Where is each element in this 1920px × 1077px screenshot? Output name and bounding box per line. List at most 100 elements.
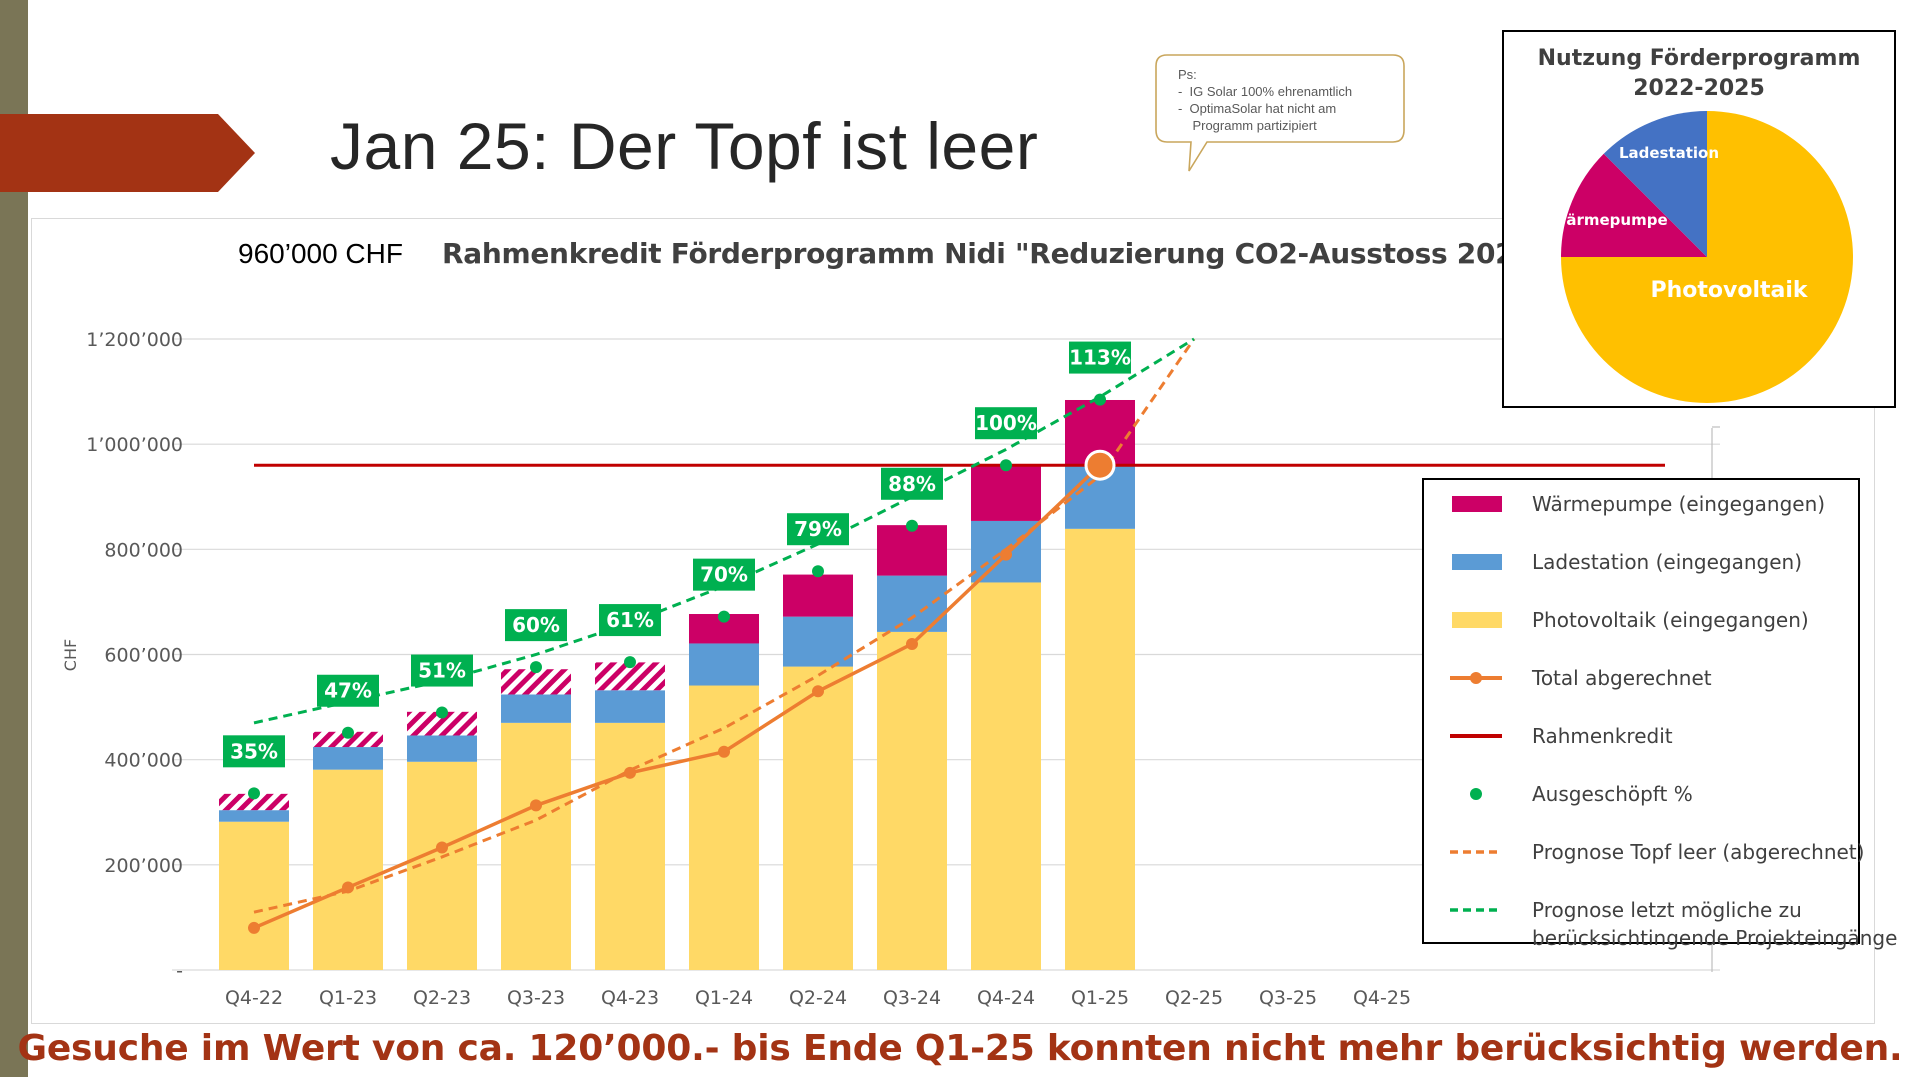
bar-photovoltaik bbox=[689, 685, 759, 970]
total-abgerechnet-marker bbox=[718, 745, 730, 758]
pct-label: 100% bbox=[975, 411, 1037, 435]
legend-swatch bbox=[1452, 496, 1502, 512]
pie-slice bbox=[1603, 111, 1707, 257]
x-tick-label: Q3-25 bbox=[1259, 987, 1317, 1009]
total-abgerechnet-marker bbox=[1000, 548, 1012, 561]
legend-item-prognose-projekteingaenge: Prognose letzt mögliche zu berücksichtin… bbox=[1446, 896, 1897, 950]
ausgeschoepft-dot bbox=[1094, 393, 1106, 406]
pct-label: 47% bbox=[324, 679, 372, 703]
x-tick-label: Q1-25 bbox=[1071, 987, 1129, 1009]
y-tick-label: 1’200’000 bbox=[86, 329, 183, 351]
total-abgerechnet-marker bbox=[530, 799, 542, 812]
y-axis-label: CHF bbox=[61, 639, 80, 671]
chart-legend: Wärmepumpe (eingegangen) Ladestation (ei… bbox=[1422, 478, 1897, 950]
pct-label-box bbox=[317, 674, 379, 707]
bottom-note: Gesuche im Wert von ca. 120’000.- bis En… bbox=[17, 1028, 1903, 1069]
bar-ladestation bbox=[313, 747, 383, 770]
bar-ladestation bbox=[783, 616, 853, 667]
ausgeschoepft-dot bbox=[248, 787, 260, 800]
legend-swatch bbox=[1450, 734, 1502, 738]
bar-waermepumpe bbox=[877, 525, 947, 576]
legend-swatch bbox=[1450, 908, 1502, 912]
note-text: Ps: - IG Solar 100% ehrenamtlich - Optim… bbox=[1178, 66, 1352, 134]
x-tick-label: Q4-25 bbox=[1353, 987, 1411, 1009]
pct-label-box bbox=[599, 604, 661, 637]
x-tick-label: Q4-24 bbox=[977, 987, 1035, 1009]
y-tick-label: 800’000 bbox=[104, 539, 183, 561]
total-abgerechnet-marker bbox=[624, 766, 636, 779]
bar-waermepumpe bbox=[783, 574, 853, 617]
x-tick-label: Q3-24 bbox=[883, 987, 941, 1009]
bar-photovoltaik bbox=[971, 582, 1041, 970]
pie-slice-label: Wärmepumpe bbox=[1550, 211, 1667, 229]
pct-label: 35% bbox=[230, 739, 278, 763]
pct-label-box bbox=[223, 735, 285, 768]
legend-label: Prognose letzt mögliche zu bbox=[1532, 898, 1802, 922]
note-heading: Ps: bbox=[1178, 67, 1197, 82]
x-tick-label: Q2-24 bbox=[789, 987, 847, 1009]
ausgeschoepft-dot bbox=[436, 706, 448, 719]
legend-item-ausgeschoepft: Ausgeschöpft % bbox=[1446, 780, 1846, 808]
pct-label: 51% bbox=[418, 659, 466, 683]
pct-label: 79% bbox=[794, 517, 842, 541]
total-abgerechnet-marker bbox=[342, 881, 354, 894]
legend-swatch bbox=[1452, 612, 1502, 628]
ausgeschoepft-dot bbox=[718, 610, 730, 623]
bar-ladestation bbox=[877, 575, 947, 632]
bar-photovoltaik bbox=[783, 666, 853, 970]
ausgeschoepft-dot bbox=[342, 726, 354, 739]
legend-item-ladestation: Ladestation (eingegangen) bbox=[1446, 548, 1846, 576]
title-arrow-shape bbox=[0, 114, 255, 192]
pie-slice-label: Ladestation bbox=[1619, 144, 1719, 162]
pie-slice-label: Photovoltaik bbox=[1650, 278, 1808, 303]
legend-label: Total abgerechnet bbox=[1532, 666, 1712, 690]
bar-photovoltaik bbox=[877, 631, 947, 970]
x-tick-label: Q2-25 bbox=[1165, 987, 1223, 1009]
chart-title: Rahmenkredit Förderprogramm Nidi "Reduzi… bbox=[442, 237, 1636, 270]
total-abgerechnet-line bbox=[253, 463, 1102, 930]
legend-swatch bbox=[1470, 788, 1482, 800]
legend-swatch bbox=[1450, 850, 1502, 854]
pct-label-box bbox=[1069, 341, 1131, 374]
bar-photovoltaik bbox=[595, 722, 665, 970]
bar-photovoltaik bbox=[313, 769, 383, 970]
pct-label-box bbox=[975, 407, 1037, 440]
pct-label: 113% bbox=[1069, 346, 1131, 370]
legend-item-prognose-topf-leer: Prognose Topf leer (abgerechnet) bbox=[1446, 838, 1864, 866]
pct-label-box bbox=[787, 513, 849, 546]
legend-swatch bbox=[1452, 554, 1502, 570]
legend-label: Ladestation (eingegangen) bbox=[1532, 550, 1803, 574]
x-tick-label: Q4-23 bbox=[601, 987, 659, 1009]
bar-ladestation bbox=[689, 643, 759, 686]
x-tick-label: Q4-22 bbox=[225, 987, 283, 1009]
pie-title: Nutzung Förderprogramm bbox=[1537, 46, 1861, 71]
pie-chart-box: Photovoltaik Wärmepumpe Ladestation Nutzun… bbox=[1502, 30, 1896, 408]
bar-photovoltaik bbox=[1065, 528, 1135, 970]
pct-label-box bbox=[881, 467, 943, 500]
bar-waermepumpe-hatched bbox=[407, 711, 477, 736]
pie-slice bbox=[1561, 153, 1707, 257]
legend-item-waermepumpe: Wärmepumpe (eingegangen) bbox=[1446, 490, 1846, 518]
note-line: Programm partizipiert bbox=[1178, 118, 1317, 133]
bar-ladestation bbox=[407, 735, 477, 762]
y-tick-label: - bbox=[176, 960, 183, 982]
bar-waermepumpe-hatched bbox=[501, 669, 571, 695]
legend-label: Prognose Topf leer (abgerechnet) bbox=[1532, 840, 1865, 864]
pct-label-box bbox=[693, 558, 755, 591]
total-abgerechnet-marker bbox=[248, 921, 260, 934]
legend-label: Rahmenkredit bbox=[1532, 724, 1673, 748]
legend-item-photovoltaik: Photovoltaik (eingegangen) bbox=[1446, 606, 1846, 634]
legend-swatch bbox=[1450, 672, 1502, 684]
slide-title: Jan 25: Der Topf ist leer bbox=[330, 109, 1039, 183]
pct-label-box bbox=[505, 609, 567, 642]
bar-waermepumpe-hatched bbox=[219, 793, 289, 811]
total-abgerechnet-marker bbox=[906, 637, 918, 650]
chart-frame bbox=[31, 218, 1875, 1024]
x-tick-label: Q1-24 bbox=[695, 987, 753, 1009]
bar-ladestation bbox=[501, 694, 571, 723]
legend-item-total-abgerechnet: Total abgerechnet bbox=[1446, 664, 1846, 692]
credit-amount-label: 960’000 CHF bbox=[238, 238, 403, 269]
ausgeschoepft-dot bbox=[906, 519, 918, 532]
legend-label: Wärmepumpe (eingegangen) bbox=[1532, 492, 1826, 516]
pie-title-period: 2022-2025 bbox=[1633, 76, 1765, 101]
